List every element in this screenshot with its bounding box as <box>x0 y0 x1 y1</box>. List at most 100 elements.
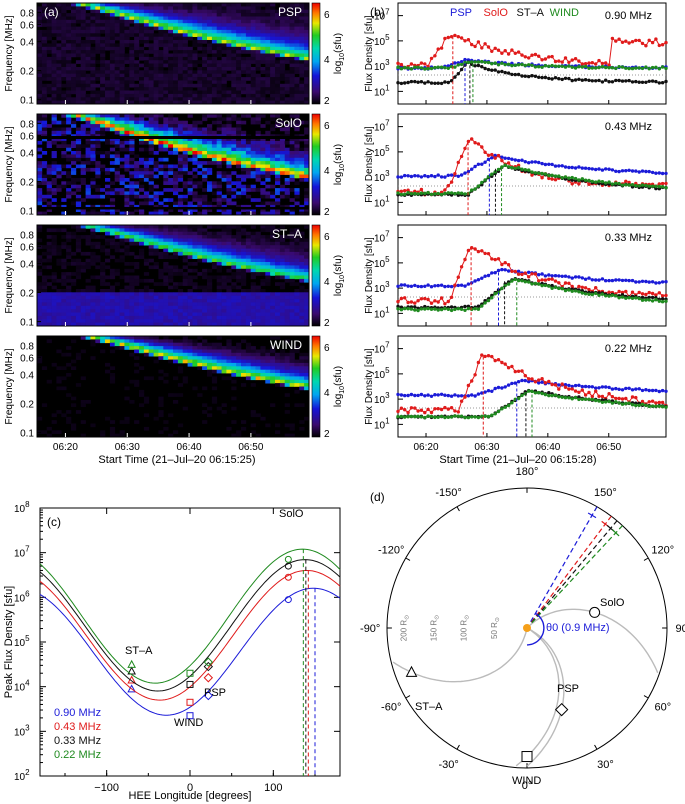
spectrogram-cell <box>207 50 213 54</box>
spectrogram-cell <box>153 83 159 88</box>
spectrogram-cell <box>270 140 276 145</box>
spectrogram-cell <box>95 255 101 259</box>
spectrogram-cell <box>173 268 179 273</box>
spectrogram-cell <box>153 208 159 212</box>
spectrogram-cell <box>207 362 213 367</box>
spectrogram-cell <box>61 144 67 148</box>
spectrogram-cell <box>85 63 91 68</box>
spectrogram-cell <box>289 188 295 192</box>
spectrogram-cell <box>216 9 222 14</box>
spectrogram-cell <box>85 36 91 41</box>
spectrogram-cell <box>245 265 252 270</box>
spectrogram-cell <box>109 302 116 307</box>
spectrogram-cell <box>182 346 188 350</box>
spectrogram-cell <box>182 228 188 233</box>
spectrogram-cell <box>231 36 237 41</box>
spectrogram-cell <box>177 124 184 128</box>
spectrogram-cell <box>294 154 300 159</box>
spectrogram-cell <box>192 238 198 243</box>
spectrogram-cell <box>284 204 290 209</box>
spectrogram-cell <box>139 188 145 192</box>
spectrogram-cell <box>265 40 271 44</box>
spectrogram-cell <box>173 151 179 155</box>
y-axis-label: Frequency [MHz] <box>4 237 15 313</box>
spectrogram-cell <box>100 127 106 132</box>
spectrogram-cell <box>71 191 77 196</box>
spectrogram-cell <box>119 43 125 48</box>
spectrogram-cell <box>231 251 237 256</box>
spectrogram-cell <box>275 23 281 27</box>
spectrogram-cell <box>241 87 247 91</box>
spectrogram-cell <box>279 73 286 78</box>
spectrogram-cell <box>245 26 252 31</box>
spectrogram-cell <box>299 379 305 384</box>
spectrogram-cell <box>168 117 174 122</box>
spectrogram-cell <box>119 188 125 192</box>
spectrogram-cell <box>304 383 309 387</box>
spectrogram-cell <box>143 285 150 290</box>
spectrogram-cell <box>153 174 159 179</box>
spectrogram-cell <box>260 319 266 323</box>
spectrogram-cell <box>153 211 159 215</box>
spectrogram-cell <box>231 241 237 246</box>
spectrogram-cell <box>51 87 57 91</box>
spectrogram-cell <box>255 73 261 78</box>
spectrogram-cell <box>173 87 179 91</box>
spectrogram-cell <box>299 73 305 78</box>
spectrogram-cell <box>182 255 188 259</box>
spectrogram-cell <box>75 262 82 266</box>
spectrogram-cell <box>284 208 290 212</box>
spectrogram-cell <box>231 191 237 196</box>
spectrogram-cell <box>143 292 150 296</box>
spectrogram-cell <box>51 50 57 54</box>
spectrogram-cell <box>231 194 237 199</box>
spectrogram-cell <box>289 164 295 169</box>
spectrogram-cell <box>197 251 203 256</box>
spectrogram-cell <box>260 154 266 159</box>
spectrogram-cell <box>177 60 184 64</box>
spectrogram-cell <box>192 339 198 344</box>
spectrogram-cell <box>163 235 169 239</box>
spectrogram-cell <box>163 342 169 347</box>
spectrogram-cell <box>207 302 213 307</box>
spectrogram-cell <box>168 352 174 357</box>
spectrogram-cell <box>250 198 256 202</box>
spectrogram-cell <box>260 349 266 354</box>
data-point <box>406 80 410 85</box>
spectrogram-cell <box>100 29 106 34</box>
spectrogram-cell <box>177 67 184 71</box>
spectrogram-cell <box>211 238 218 243</box>
spectrogram-cell <box>284 43 290 48</box>
spectrogram-cell <box>90 70 96 74</box>
spectrogram-cell <box>260 376 266 381</box>
spectrogram-cell <box>153 120 159 125</box>
spectrogram-cell <box>46 9 52 14</box>
spectrogram-cell <box>114 120 120 125</box>
spectrogram-cell <box>197 23 203 27</box>
spectrogram-cell <box>270 77 276 81</box>
spectrogram-cell <box>294 70 300 74</box>
spectrogram-cell <box>231 396 237 401</box>
spectrogram-cell <box>46 241 52 246</box>
spectrogram-cell <box>173 80 179 85</box>
spectrogram-cell <box>105 33 111 37</box>
spectrogram-cell <box>51 292 57 296</box>
spectrogram-cell <box>71 73 77 78</box>
spectrogram-cell <box>66 309 72 313</box>
spectrogram-cell <box>304 147 309 152</box>
spectrogram-cell <box>119 319 125 323</box>
spectrogram-cell <box>279 6 286 11</box>
spectrogram-cell <box>90 77 96 81</box>
spectrogram-cell <box>211 342 218 347</box>
data-point <box>620 40 625 44</box>
spectrogram-cell <box>236 342 242 347</box>
spectrogram-cell <box>134 383 140 387</box>
spectrogram-cell <box>75 228 82 233</box>
spectrogram-cell <box>211 299 218 303</box>
spectrogram-cell <box>275 46 281 51</box>
spectrogram-cell <box>207 373 213 377</box>
spectrogram-cell <box>241 255 247 259</box>
spectrogram-cell <box>134 43 140 48</box>
spectrogram-cell <box>105 319 111 323</box>
spectrogram-cell <box>265 43 271 48</box>
